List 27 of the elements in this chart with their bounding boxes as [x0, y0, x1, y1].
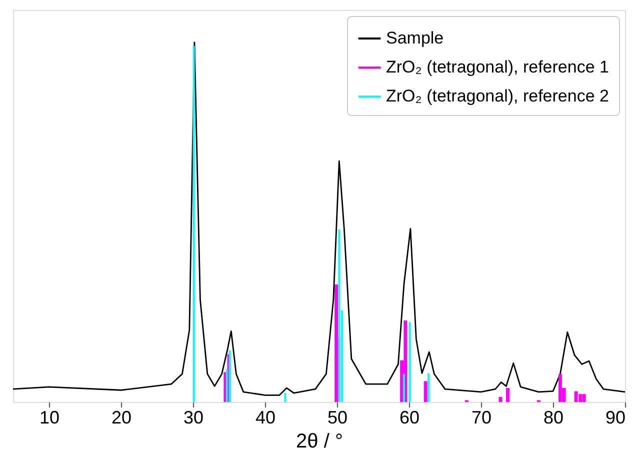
bar: [402, 374, 405, 402]
bar: [558, 374, 562, 402]
x-tick-label: 60: [399, 408, 420, 428]
bar: [574, 391, 578, 402]
bar: [578, 394, 582, 402]
x-tick-label: 90: [605, 408, 626, 428]
x-axis-title: 2θ / °: [296, 430, 343, 452]
x-tick-label: 30: [183, 408, 204, 428]
bar: [408, 322, 411, 402]
bar: [582, 394, 586, 402]
x-tick-label: 10: [39, 408, 60, 428]
bar: [506, 388, 510, 402]
bar: [192, 46, 195, 402]
x-tick-label: 20: [111, 408, 132, 428]
bar: [424, 381, 428, 402]
x-tick-label: 80: [543, 408, 564, 428]
bar: [498, 396, 502, 402]
bar: [284, 393, 286, 402]
legend-label: ZrO₂ (tetragonal), reference 2: [386, 86, 609, 106]
x-tick-label: 70: [471, 408, 492, 428]
x-tick-label: 50: [327, 408, 348, 428]
bar: [338, 229, 340, 402]
bar: [228, 350, 231, 402]
legend-label: ZrO₂ (tetragonal), reference 1: [386, 58, 609, 76]
legend-label: Sample: [386, 28, 444, 48]
bar: [427, 373, 430, 402]
x-tick-label: 40: [255, 408, 276, 428]
